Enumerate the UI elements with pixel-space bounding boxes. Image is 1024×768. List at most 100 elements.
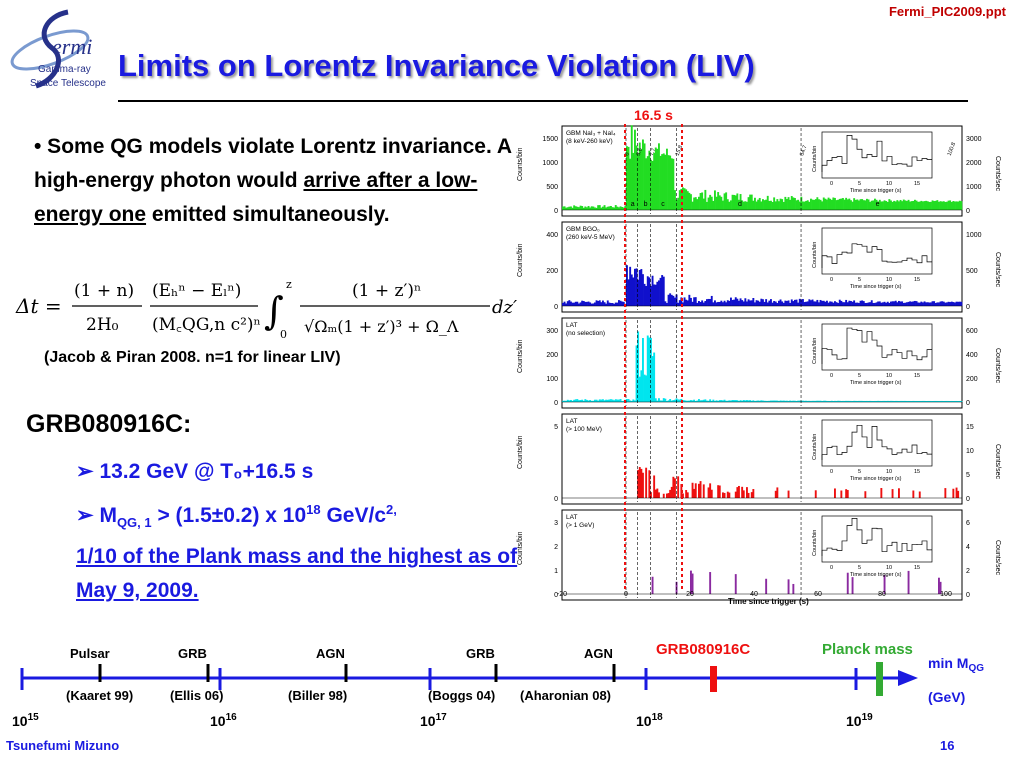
svg-text:0: 0	[280, 328, 287, 341]
histogram-bar	[883, 574, 886, 594]
panel-sublabel: (8 keV-260 keV)	[566, 138, 613, 145]
inset-x-label: Time since trigger (s)	[850, 476, 902, 482]
histogram-bar	[678, 399, 681, 402]
histogram-bar	[714, 400, 716, 402]
left-tick-label: 0	[554, 400, 558, 407]
histogram-bar	[938, 577, 940, 594]
histogram-bar	[741, 300, 744, 306]
histogram-bar	[573, 205, 576, 210]
histogram-bar	[861, 300, 864, 306]
histogram-bar	[616, 399, 619, 402]
histogram-bar	[912, 200, 915, 210]
histogram-bar	[654, 398, 657, 402]
histogram-bar	[722, 492, 724, 498]
left-tick-label: 400	[546, 232, 558, 239]
histogram-bar	[653, 475, 656, 498]
histogram-bar	[693, 197, 696, 210]
right-tick-label: 1000	[966, 184, 982, 191]
histogram-bar	[891, 400, 894, 402]
histogram-bar	[934, 200, 937, 210]
histogram-bar	[750, 194, 753, 210]
histogram-bar	[853, 198, 856, 210]
inset-tick-label: 0	[830, 181, 833, 187]
histogram-bar	[742, 490, 745, 498]
histogram-bar	[722, 302, 724, 306]
histogram-bar	[819, 299, 822, 306]
histogram-bar	[662, 398, 665, 402]
histogram-bar	[883, 400, 886, 402]
histogram-bar	[749, 194, 752, 210]
mqg-unit-exponent: 2,	[386, 502, 397, 517]
histogram-bar	[926, 400, 929, 402]
histogram-bar	[784, 300, 787, 306]
histogram-bar	[960, 301, 963, 306]
histogram-bar	[635, 268, 638, 306]
histogram-bar	[958, 400, 961, 402]
mqg-unit: GeV/c	[320, 504, 387, 527]
histogram-bar	[746, 400, 748, 402]
histogram-bar	[805, 400, 808, 402]
histogram-bar	[912, 490, 915, 498]
histogram-bar	[654, 147, 657, 210]
histogram-bar	[853, 400, 856, 402]
citation: (Jacob & Piran 2008. n=1 for linear LIV)	[44, 349, 341, 366]
histogram-bar	[717, 485, 720, 498]
segment-tag: 100.8	[947, 142, 957, 157]
histogram-bar	[774, 301, 777, 306]
histogram-bar	[606, 300, 609, 306]
histogram-bar	[806, 200, 809, 210]
histogram-bar	[882, 201, 884, 210]
histogram-bar	[701, 300, 704, 306]
histogram-bar	[691, 301, 694, 306]
histogram-bar	[918, 302, 921, 306]
histogram-bar	[643, 283, 646, 306]
histogram-bar	[784, 196, 787, 210]
right-tick-label: 600	[966, 328, 978, 335]
panel-sublabel: (> 100 MeV)	[566, 426, 602, 433]
histogram-bar	[630, 400, 633, 402]
histogram-bar	[594, 302, 596, 306]
histogram-bar	[835, 400, 838, 402]
histogram-bar	[834, 488, 836, 498]
histogram-bar	[730, 200, 732, 210]
right-tick-label: 0	[966, 208, 970, 215]
histogram-bar	[957, 201, 960, 210]
histogram-bar	[850, 200, 852, 210]
histogram-bar	[674, 297, 676, 306]
mqg-value: > (1.5±0.2) x 10	[151, 504, 307, 527]
histogram-bar	[866, 198, 868, 210]
histogram-bar	[662, 276, 665, 306]
histogram-bar	[738, 300, 740, 306]
histogram-bar	[621, 301, 624, 306]
histogram-bar	[774, 201, 777, 210]
grb080916c-marker	[710, 666, 717, 692]
histogram-bar	[590, 303, 593, 306]
histogram-bar	[862, 200, 865, 210]
histogram-bar	[584, 206, 587, 210]
svg-text:2H₀: 2H₀	[86, 315, 119, 335]
histogram-bar	[910, 201, 913, 210]
histogram-bar	[890, 200, 892, 210]
histogram-bar	[715, 302, 718, 306]
histogram-bar	[581, 300, 584, 306]
histogram-bar	[800, 299, 803, 306]
histogram-bar	[824, 301, 827, 306]
histogram-bar	[702, 484, 705, 498]
histogram-bar	[592, 303, 595, 306]
histogram-bar	[835, 200, 838, 210]
histogram-bar	[742, 400, 745, 402]
histogram-bar	[846, 490, 849, 498]
histogram-bar	[605, 303, 608, 306]
histogram-bar	[760, 298, 763, 306]
histogram-bar	[958, 301, 961, 306]
histogram-bar	[717, 301, 720, 306]
histogram-bar	[850, 301, 852, 306]
svg-text:(Eₕⁿ − Eₗⁿ): (Eₕⁿ − Eₗⁿ)	[152, 281, 241, 301]
histogram-bar	[770, 400, 772, 402]
histogram-bar	[794, 299, 796, 306]
histogram-bar	[806, 400, 809, 402]
timeline-axis-label: min MQG	[928, 655, 984, 674]
histogram-bar	[909, 400, 912, 402]
histogram-bar	[896, 200, 899, 210]
histogram-bar	[848, 400, 851, 402]
